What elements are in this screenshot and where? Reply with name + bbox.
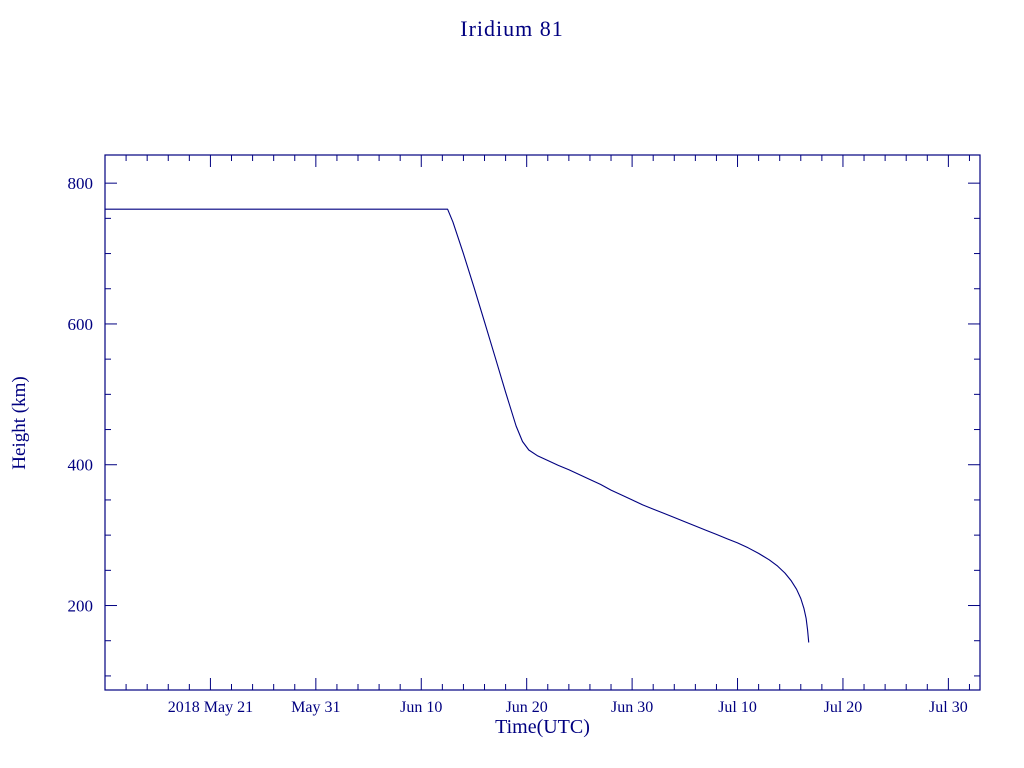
x-tick-label: Jun 20: [506, 699, 548, 716]
y-tick-label: 400: [68, 456, 94, 475]
series-line-orbital-height-km: [104, 208, 810, 643]
plot-frame: [104, 154, 981, 691]
x-tick-label: Jun 30: [611, 699, 653, 716]
x-tick-label: May 31: [291, 699, 340, 716]
x-tick-label: Jun 10: [400, 699, 442, 716]
y-tick-label: 200: [68, 597, 94, 616]
y-tick-label: 600: [68, 315, 94, 334]
x-tick-label: 2018 May 21: [168, 699, 253, 716]
x-tick-label: Jul 20: [824, 699, 863, 716]
x-tick-label: Jul 10: [718, 699, 757, 716]
chart-title: Iridium 81: [460, 16, 564, 41]
y-axis-label: Height (km): [9, 376, 30, 470]
y-tick-label: 800: [68, 174, 94, 193]
x-tick-label: Jul 30: [929, 699, 968, 716]
x-axis-label: Time(UTC): [495, 716, 590, 738]
